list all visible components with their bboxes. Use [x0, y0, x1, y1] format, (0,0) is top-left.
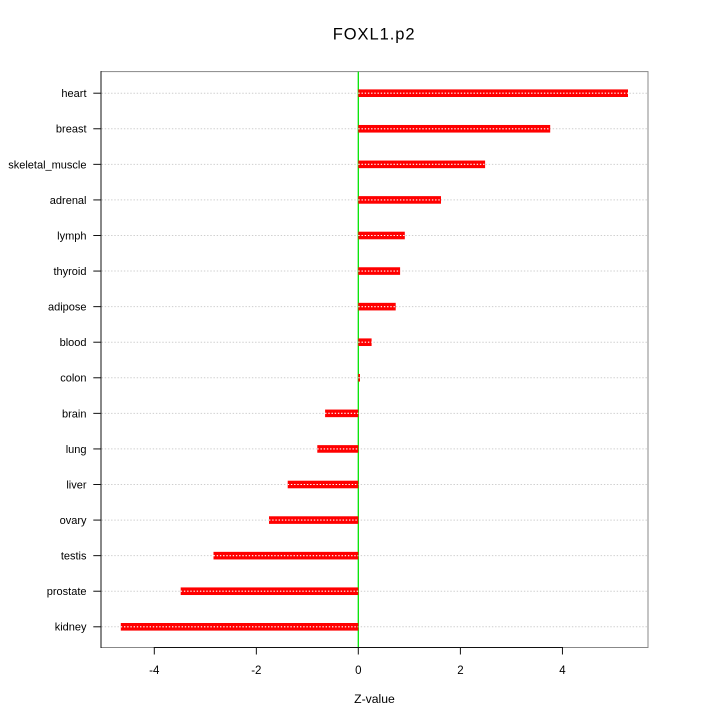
svg-text:colon: colon	[60, 373, 86, 385]
svg-text:skeletal_muscle: skeletal_muscle	[8, 159, 86, 171]
svg-text:breast: breast	[56, 124, 87, 136]
svg-text:Z-value: Z-value	[354, 692, 395, 706]
svg-text:ovary: ovary	[60, 515, 87, 527]
svg-text:adrenal: adrenal	[50, 195, 87, 207]
svg-text:lymph: lymph	[57, 230, 86, 242]
svg-text:2: 2	[457, 665, 463, 677]
svg-text:testis: testis	[61, 551, 87, 563]
svg-text:-2: -2	[251, 665, 261, 677]
svg-text:brain: brain	[62, 408, 86, 420]
svg-text:adipose: adipose	[48, 302, 87, 314]
svg-text:thyroid: thyroid	[53, 266, 86, 278]
svg-text:liver: liver	[66, 479, 87, 491]
svg-text:kidney: kidney	[55, 622, 87, 634]
svg-text:heart: heart	[61, 88, 86, 100]
svg-text:0: 0	[355, 665, 361, 677]
svg-text:prostate: prostate	[47, 586, 87, 598]
svg-text:blood: blood	[60, 337, 87, 349]
svg-text:FOXL1.p2: FOXL1.p2	[333, 25, 416, 43]
svg-text:4: 4	[559, 665, 566, 677]
svg-text:-4: -4	[149, 665, 160, 677]
svg-text:lung: lung	[66, 444, 87, 456]
